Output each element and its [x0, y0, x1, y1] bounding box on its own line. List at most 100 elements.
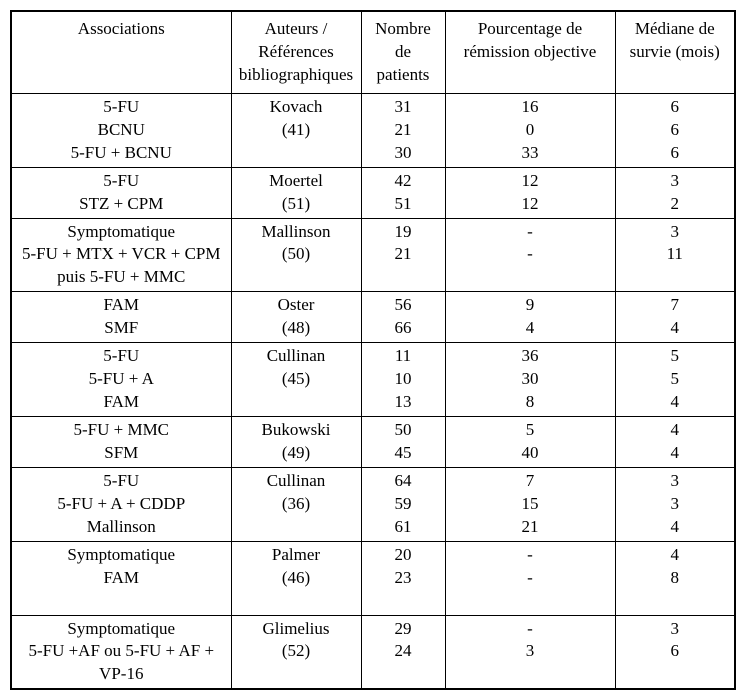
text-line: 12 — [450, 170, 611, 193]
text-line: 40 — [450, 442, 611, 465]
text-line: Bukowski — [236, 419, 357, 442]
text-line: (46) — [236, 567, 357, 590]
table-row: 5-FUSTZ + CPMMoertel(51)4251121232 — [11, 167, 735, 218]
cell-pct: 16033 — [445, 93, 615, 167]
text-line: - — [450, 618, 611, 641]
text-line: SFM — [16, 442, 227, 465]
cell-pct: -- — [445, 218, 615, 292]
text-line: 3 — [620, 493, 731, 516]
text-line: FAM — [16, 294, 227, 317]
text-line: 5-FU — [16, 470, 227, 493]
text-line: 11 — [620, 243, 731, 266]
text-line: - — [450, 221, 611, 244]
text-line: 3 — [620, 170, 731, 193]
text-line: patients — [366, 64, 441, 87]
text-line: Cullinan — [236, 470, 357, 493]
column-header-median: Médiane desurvie (mois) — [615, 11, 735, 93]
text-line: 61 — [366, 516, 441, 539]
text-line: 5 — [450, 419, 611, 442]
text-line: 42 — [366, 170, 441, 193]
cell-authors: Cullinan(45) — [231, 343, 361, 417]
text-line: 5-FU + MTX + VCR + CPM — [16, 243, 227, 266]
text-line: FAM — [16, 391, 227, 414]
cell-pct: 1212 — [445, 167, 615, 218]
column-header-pct: Pourcentage derémission objective — [445, 11, 615, 93]
cell-n: 111013 — [361, 343, 445, 417]
text-line — [16, 590, 227, 613]
text-line: de — [366, 41, 441, 64]
text-line: 4 — [450, 317, 611, 340]
text-line: 5 — [620, 368, 731, 391]
cell-pct: 540 — [445, 417, 615, 468]
cell-authors: Glimelius(52) — [231, 615, 361, 689]
text-line: 30 — [366, 142, 441, 165]
cell-n: 2924 — [361, 615, 445, 689]
text-line: 11 — [366, 345, 441, 368]
cell-median: 44 — [615, 417, 735, 468]
cell-n: 2023 — [361, 541, 445, 615]
text-line: Moertel — [236, 170, 357, 193]
cell-n: 1921 — [361, 218, 445, 292]
cell-pct: -- — [445, 541, 615, 615]
text-line: 19 — [366, 221, 441, 244]
cell-pct: 94 — [445, 292, 615, 343]
text-line: 4 — [620, 317, 731, 340]
text-line: Oster — [236, 294, 357, 317]
text-line: 8 — [620, 567, 731, 590]
cell-assoc: FAMSMF — [11, 292, 231, 343]
text-line: 31 — [366, 96, 441, 119]
text-line: 21 — [366, 243, 441, 266]
cell-assoc: 5-FU5-FU + A + CDDPMallinson — [11, 467, 231, 541]
cell-assoc: 5-FU5-FU + AFAM — [11, 343, 231, 417]
text-line: Mallinson — [16, 516, 227, 539]
text-line: 5-FU — [16, 96, 227, 119]
column-header-authors: Auteurs /Référencesbibliographiques — [231, 11, 361, 93]
cell-assoc: 5-FU + MMCSFM — [11, 417, 231, 468]
text-line: 4 — [620, 544, 731, 567]
table-row: 5-FUBCNU5-FU + BCNUKovach(41)31213016033… — [11, 93, 735, 167]
text-line: 10 — [366, 368, 441, 391]
text-line: 4 — [620, 391, 731, 414]
text-line: 9 — [450, 294, 611, 317]
text-line: Mallinson — [236, 221, 357, 244]
text-line: Références — [236, 41, 357, 64]
text-line: survie (mois) — [620, 41, 731, 64]
cell-n: 312130 — [361, 93, 445, 167]
text-line: (45) — [236, 368, 357, 391]
text-line: 5-FU + MMC — [16, 419, 227, 442]
text-line: Glimelius — [236, 618, 357, 641]
text-line: BCNU — [16, 119, 227, 142]
cell-authors: Oster(48) — [231, 292, 361, 343]
text-line: Nombre — [366, 18, 441, 41]
text-line: 5-FU + BCNU — [16, 142, 227, 165]
text-line: 36 — [450, 345, 611, 368]
text-line: puis 5-FU + MMC — [16, 266, 227, 289]
text-line: 16 — [450, 96, 611, 119]
cell-authors: Mallinson(50) — [231, 218, 361, 292]
text-line: - — [450, 567, 611, 590]
text-line: 59 — [366, 493, 441, 516]
cell-n: 645961 — [361, 467, 445, 541]
text-line: Symptomatique — [16, 618, 227, 641]
text-line: Associations — [16, 18, 227, 41]
cell-assoc: Symptomatique5-FU +AF ou 5-FU + AF +VP-1… — [11, 615, 231, 689]
text-line: 66 — [366, 317, 441, 340]
text-line: 3 — [620, 618, 731, 641]
text-line: 8 — [450, 391, 611, 414]
text-line: 30 — [450, 368, 611, 391]
cell-median: 48 — [615, 541, 735, 615]
text-line: 5-FU — [16, 170, 227, 193]
text-line: 5-FU + A — [16, 368, 227, 391]
cell-authors: Bukowski(49) — [231, 417, 361, 468]
column-header-assoc: Associations — [11, 11, 231, 93]
cell-median: 334 — [615, 467, 735, 541]
text-line: STZ + CPM — [16, 193, 227, 216]
text-line: VP-16 — [16, 663, 227, 686]
text-line: 7 — [450, 470, 611, 493]
text-line: (49) — [236, 442, 357, 465]
text-line: 21 — [450, 516, 611, 539]
text-line: rémission objective — [450, 41, 611, 64]
cell-assoc: Symptomatique5-FU + MTX + VCR + CPMpuis … — [11, 218, 231, 292]
cell-pct: 36308 — [445, 343, 615, 417]
table-row: SymptomatiqueFAM Palmer(46)2023--48 — [11, 541, 735, 615]
